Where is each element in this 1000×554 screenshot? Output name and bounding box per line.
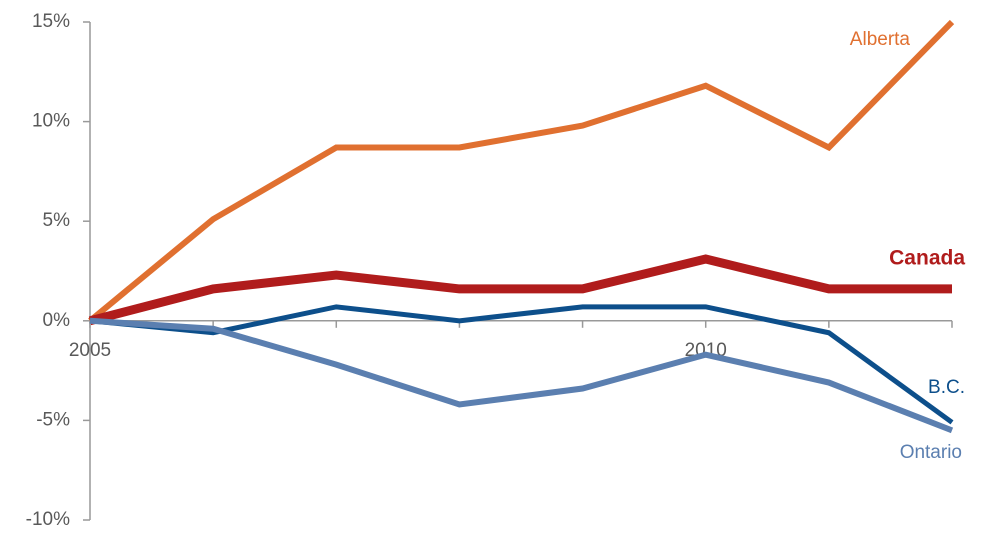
y-tick-label: 5% [43, 210, 71, 231]
series-label: Ontario [900, 442, 962, 463]
series-label: Alberta [850, 29, 911, 50]
series-line [89, 304, 954, 425]
series-line [88, 254, 952, 326]
y-tick-label: 15% [32, 11, 70, 32]
y-tick-label: 10% [32, 111, 70, 132]
x-tick-label: 2005 [69, 340, 111, 361]
y-tick-label: -10% [26, 509, 70, 530]
y-tick-label: 0% [43, 310, 71, 331]
series-label: Canada [889, 247, 965, 270]
series-label: B.C. [928, 377, 965, 398]
y-tick-label: -5% [36, 409, 70, 430]
series-line [88, 19, 955, 324]
series-line [89, 317, 954, 434]
